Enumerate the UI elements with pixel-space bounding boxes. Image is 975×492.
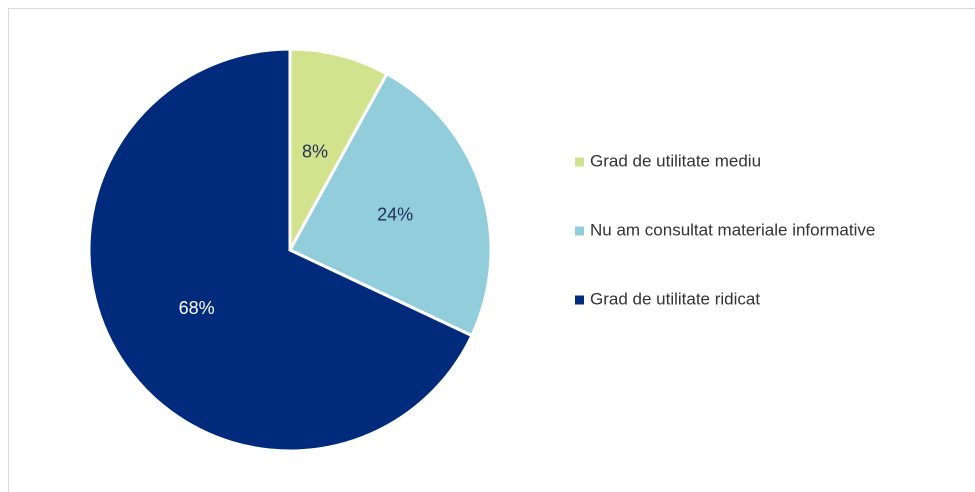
legend-swatch — [575, 295, 584, 305]
legend-label: Grad de utilitate ridicat — [590, 289, 760, 308]
data-label: 24% — [377, 205, 413, 225]
legend-swatch — [575, 157, 584, 167]
data-label: 8% — [302, 141, 328, 161]
pie-slice — [287, 71, 493, 338]
legend-label: Grad de utilitate mediu — [590, 151, 761, 170]
pie-slice — [87, 47, 474, 453]
data-label: 68% — [179, 298, 215, 318]
legend-label: Nu am consultat materiale informative — [590, 220, 875, 239]
pie-slice — [288, 47, 389, 251]
legend-swatch — [575, 226, 584, 236]
